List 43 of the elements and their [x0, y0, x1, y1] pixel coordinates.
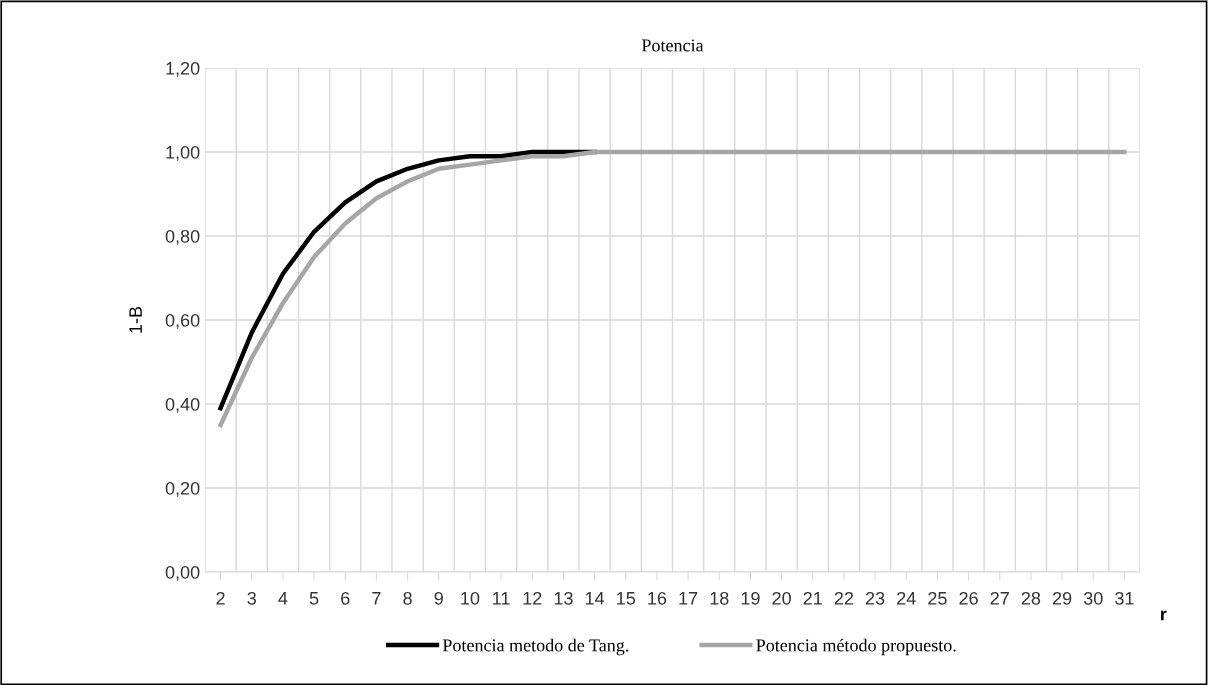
x-tick-label: 17 — [679, 592, 698, 605]
y-tick-label: 1,20 — [166, 61, 200, 77]
x-tick-label: 18 — [710, 591, 729, 605]
x-tick-label: 30 — [1083, 591, 1103, 605]
x-tick-label: 20 — [772, 591, 791, 605]
x-tick-label: 19 — [741, 591, 760, 605]
x-tick-label: 22 — [834, 591, 854, 605]
x-tick-label: 21 — [803, 591, 822, 605]
y-tick-label: 0,20 — [165, 481, 200, 497]
line-series — [218, 149, 1127, 428]
x-tick-label: 9 — [434, 591, 443, 605]
x-tick-label: 5 — [309, 592, 319, 605]
y-axis-title: 1-B — [129, 306, 142, 333]
x-tick-label: 26 — [959, 591, 978, 605]
x-tick-label: 29 — [1052, 591, 1072, 605]
legend-label: Potencia metodo de Tang. — [442, 638, 629, 656]
x-tick-label: 3 — [247, 591, 256, 605]
x-tick-label: 27 — [990, 591, 1009, 605]
x-tick-label: 10 — [461, 591, 480, 605]
chart-title: Potencia — [641, 39, 704, 52]
y-tick-label: 1,00 — [166, 145, 200, 161]
x-tick-label: 13 — [554, 591, 573, 605]
x-tick-label: 25 — [928, 591, 947, 605]
y-tick-label: 0,00 — [165, 565, 200, 581]
x-tick-label: 31 — [1115, 591, 1134, 605]
y-tick-label: 0,80 — [165, 229, 200, 245]
x-tick-label: 24 — [897, 591, 916, 605]
y-tick-label: 0,40 — [165, 397, 200, 413]
x-tick-label: 15 — [617, 592, 636, 605]
legend-label: Potencia método propuesto. — [756, 638, 956, 656]
x-tick-label: 2 — [216, 591, 225, 605]
x-tick-label: 6 — [341, 591, 350, 605]
x-tick-label: 4 — [278, 592, 288, 605]
y-tick-label: 0,60 — [165, 313, 200, 329]
x-tick-label: 14 — [585, 592, 605, 605]
x-axis-title: r — [1161, 610, 1167, 621]
x-tick-label: 23 — [865, 591, 885, 605]
x-tick-label: 7 — [372, 592, 381, 605]
x-tick-label: 16 — [648, 591, 667, 605]
x-tick-label: 28 — [1021, 591, 1041, 605]
x-tick-label: 11 — [493, 592, 510, 605]
x-tick-label: 12 — [523, 591, 542, 605]
x-tick-label: 8 — [403, 591, 412, 605]
